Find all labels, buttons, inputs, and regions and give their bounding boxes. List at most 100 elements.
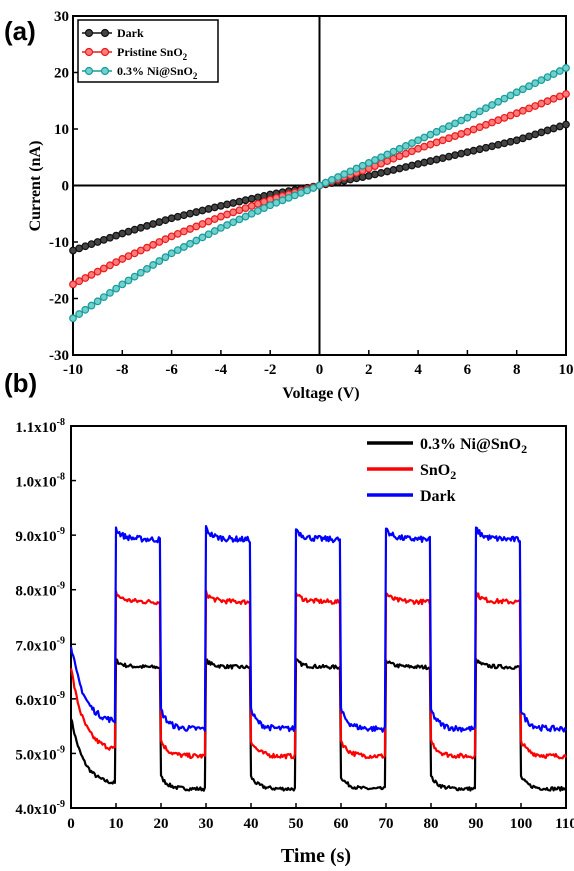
data-point — [488, 142, 496, 151]
data-point — [432, 127, 441, 136]
data-point — [118, 255, 127, 263]
x-tick-label-b: 0 — [67, 816, 75, 832]
data-point — [321, 178, 330, 187]
series-b-2 — [69, 524, 567, 733]
legend-marker — [100, 47, 110, 57]
data-point — [383, 150, 392, 159]
x-tick-label-a: -6 — [165, 362, 178, 378]
data-point — [198, 206, 207, 215]
series-b-1 — [69, 589, 567, 760]
legend-marker — [84, 47, 94, 57]
data-point — [420, 133, 429, 142]
data-point — [481, 143, 490, 152]
data-point — [537, 76, 546, 85]
data-point — [136, 268, 145, 277]
data-point — [395, 144, 404, 153]
y-tick-label-a: 30 — [54, 9, 69, 25]
data-point — [346, 167, 355, 176]
data-point — [210, 227, 219, 235]
x-tick-label-b: 50 — [289, 816, 304, 832]
data-point — [426, 157, 435, 165]
y-tick-label-b: 1.0x10-8 — [15, 472, 65, 491]
data-point — [216, 201, 225, 210]
data-point — [143, 264, 151, 273]
data-point — [124, 276, 133, 285]
x-tick-label-a: 0 — [316, 362, 324, 378]
data-point — [155, 257, 164, 265]
x-tick-label-a: 8 — [513, 362, 521, 378]
data-point — [457, 116, 466, 125]
data-point — [186, 239, 194, 248]
data-point — [481, 104, 490, 113]
legend-label-subscript: 2 — [450, 468, 456, 482]
data-point — [475, 145, 484, 154]
data-point — [401, 163, 410, 171]
data-point — [124, 252, 133, 261]
tick-exponent: -9 — [57, 526, 65, 537]
x-tick-label-a: -2 — [264, 362, 277, 378]
time-response-plot: 0 10 20 30 40 50 60 70 80 90 100 1104.0x10-95.0x10-… — [15, 417, 574, 832]
data-point — [327, 175, 336, 184]
x-tick-label-a: -4 — [215, 362, 228, 378]
data-point — [167, 214, 176, 223]
data-point — [371, 156, 379, 164]
data-point — [475, 107, 484, 116]
data-point — [494, 140, 503, 149]
y-tick-label-b: 4.0x10-9 — [15, 799, 65, 818]
data-point — [260, 204, 268, 213]
data-point — [506, 91, 515, 100]
x-tick-label-a: 2 — [365, 362, 373, 378]
x-tick-label-b: 100 — [510, 816, 533, 832]
data-point — [531, 79, 540, 88]
data-point — [149, 261, 158, 269]
legend-marker — [84, 66, 94, 76]
data-point — [229, 199, 238, 207]
series-a-2 — [69, 64, 570, 323]
data-point — [247, 194, 256, 203]
data-point — [223, 200, 231, 209]
panel-label-b: (b) — [4, 368, 37, 398]
data-point — [420, 158, 429, 167]
data-point — [315, 181, 324, 190]
data-point — [340, 170, 349, 179]
x-tick-label-b: 60 — [334, 816, 349, 832]
legend-label: 0.3% Ni@SnO2 — [420, 436, 527, 456]
data-point — [543, 73, 552, 81]
data-point — [358, 173, 367, 181]
data-point — [99, 293, 108, 301]
data-point — [198, 233, 207, 242]
x-tick-label-a: 4 — [414, 362, 422, 378]
data-point — [173, 212, 182, 221]
tick-mantissa: 6.0x10 — [15, 693, 56, 709]
series-line — [69, 589, 567, 760]
data-point — [395, 164, 404, 173]
data-point — [352, 164, 361, 173]
data-point — [414, 136, 423, 145]
legend-label-subscript: 2 — [183, 52, 188, 62]
data-point — [389, 147, 398, 156]
x-tick-label-b: 20 — [154, 816, 169, 832]
x-tick-label-a: 6 — [464, 362, 472, 378]
data-point — [512, 88, 521, 97]
data-point — [445, 152, 453, 161]
legend-label-main: SnO — [420, 462, 450, 479]
data-point — [118, 280, 127, 289]
data-point — [186, 209, 194, 218]
data-point — [247, 209, 256, 218]
tick-exponent: -9 — [57, 744, 65, 755]
data-point — [87, 270, 96, 279]
data-point — [155, 238, 164, 246]
data-point — [562, 90, 570, 98]
data-point — [518, 85, 527, 94]
y-tick-label-b: 8.0x10-9 — [15, 581, 65, 600]
data-point — [414, 160, 423, 168]
y-tick-label-b: 1.1x10-8 — [15, 417, 65, 436]
panel-label-a: (a) — [4, 16, 36, 46]
legend-label-subscript: 2 — [193, 71, 198, 81]
data-point — [488, 101, 496, 109]
data-point — [500, 94, 509, 103]
data-point — [463, 113, 472, 122]
data-point — [204, 205, 213, 213]
data-point — [210, 203, 219, 212]
